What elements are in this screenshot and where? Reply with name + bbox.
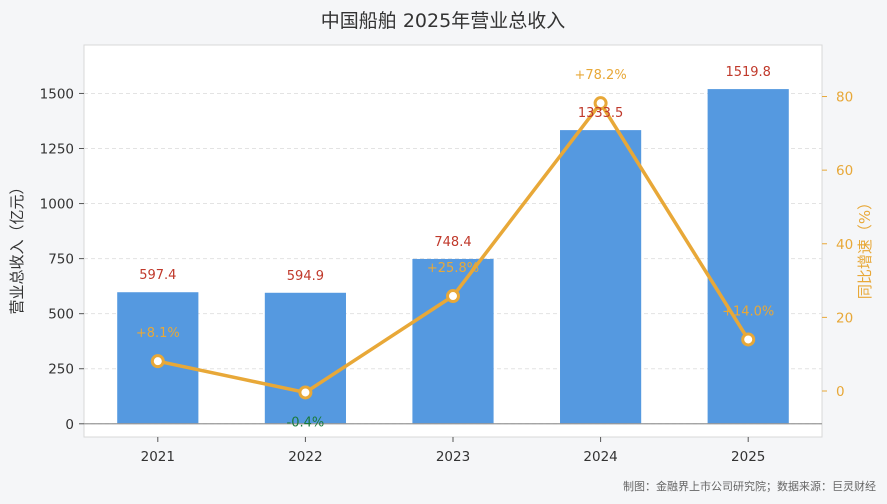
y-right-tick-label: 20 <box>836 310 853 326</box>
growth-point-2021 <box>150 354 165 369</box>
y-left-tick-label: 1500 <box>40 86 74 102</box>
growth-label-2025: +14.0% <box>722 304 774 319</box>
y-left-tick-label: 1000 <box>40 197 74 213</box>
y-right-tick-label: 0 <box>836 384 845 400</box>
chart-title: 中国船舶 2025年营业总收入 <box>321 10 565 32</box>
bar-2023 <box>412 258 494 424</box>
x-tick-label-2024: 2024 <box>583 449 617 465</box>
x-tick-label-2022: 2022 <box>288 449 322 465</box>
growth-point-2024 <box>593 96 608 111</box>
bar-2024 <box>560 130 642 424</box>
y-right-tick-label: 40 <box>836 237 853 253</box>
growth-label-2023: +25.8% <box>427 261 479 276</box>
bar-2022 <box>264 292 346 424</box>
growth-label-2022: -0.4% <box>287 415 325 430</box>
y-axis-left-ticks: 0 250 500 750 1000 1250 1500 <box>40 86 84 433</box>
y-left-tick-label: 250 <box>48 362 74 378</box>
data-labels: 597.4 594.9 748.4 1333.5 1519.8 +8.1% -0.4% +25… <box>136 65 774 430</box>
bar-2025 <box>707 89 789 424</box>
y-axis-right-ticks: 0 20 40 60 80 <box>822 90 853 400</box>
x-tick-label-2023: 2023 <box>436 449 470 465</box>
bar-value-label-2021: 597.4 <box>139 268 176 283</box>
source-note: 制图：金融界上市公司研究院；数据来源：巨灵财经 <box>623 479 876 493</box>
growth-point-2022 <box>298 385 313 400</box>
y-left-tick-label: 750 <box>48 252 74 268</box>
y-right-tick-label: 80 <box>836 90 853 106</box>
x-tick-label-2021: 2021 <box>141 449 175 465</box>
growth-label-2021: +8.1% <box>136 326 180 341</box>
x-tick-label-2025: 2025 <box>731 449 765 465</box>
bar-series <box>117 89 789 424</box>
growth-point-2023 <box>446 289 460 304</box>
y-axis-left-label: 营业总收入（亿元） <box>8 179 26 314</box>
bar-value-label-2024: 1333.5 <box>578 106 624 121</box>
y-left-tick-label: 500 <box>48 307 74 323</box>
x-axis-ticks: 2021 2022 2023 2024 2025 <box>141 437 765 465</box>
y-left-tick-label: 0 <box>65 417 74 433</box>
y-left-tick-label: 1250 <box>40 142 74 158</box>
growth-point-2025 <box>741 332 756 347</box>
y-axis-right-label: 同比增速（%） <box>856 195 874 299</box>
bar-value-label-2025: 1519.8 <box>725 65 771 80</box>
bar-value-label-2022: 594.9 <box>287 269 324 284</box>
y-right-tick-label: 60 <box>836 163 853 179</box>
bar-value-label-2023: 748.4 <box>434 235 471 250</box>
line-series <box>150 96 756 400</box>
growth-label-2024: +78.2% <box>574 68 626 83</box>
